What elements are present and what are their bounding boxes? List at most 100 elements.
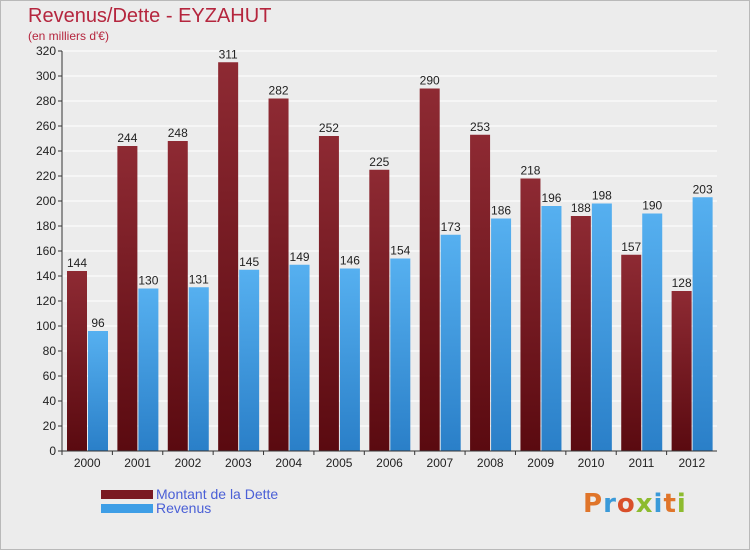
bar-dette xyxy=(67,271,87,451)
data-label: 186 xyxy=(491,204,511,218)
bar-dette xyxy=(369,169,390,451)
y-tick-label: 60 xyxy=(43,369,57,383)
data-label: 96 xyxy=(91,316,105,330)
brand-letter: r xyxy=(603,489,617,519)
bar-dette xyxy=(218,62,239,451)
legend-swatch-revenus xyxy=(101,503,153,513)
data-label: 149 xyxy=(290,250,310,264)
data-label: 128 xyxy=(672,276,692,290)
data-label: 282 xyxy=(269,84,289,98)
data-label: 154 xyxy=(390,244,410,258)
x-tick-label: 2012 xyxy=(678,456,705,470)
legend-item-dette: Montant de la Dette xyxy=(101,486,279,502)
bar-dette xyxy=(520,178,541,451)
data-label: 290 xyxy=(420,74,440,88)
bar-revenus xyxy=(88,331,108,451)
y-tick-label: 40 xyxy=(43,394,57,408)
y-tick-label: 300 xyxy=(36,69,56,83)
data-label: 157 xyxy=(621,240,641,254)
data-label: 173 xyxy=(441,220,461,234)
y-tick-label: 100 xyxy=(36,319,56,333)
x-tick-label: 2009 xyxy=(527,456,554,470)
brand-letter: i xyxy=(653,489,664,519)
bar-dette xyxy=(621,254,642,451)
y-tick-label: 220 xyxy=(36,169,56,183)
data-label: 188 xyxy=(571,201,591,215)
bar-dette xyxy=(419,88,440,451)
data-label: 198 xyxy=(592,189,612,203)
bar-revenus xyxy=(188,287,209,451)
bar-revenus xyxy=(491,218,512,451)
bar-revenus xyxy=(440,234,461,451)
x-tick-label: 2011 xyxy=(629,456,655,470)
data-label: 145 xyxy=(239,255,259,269)
data-label: 190 xyxy=(642,199,662,213)
bar-dette xyxy=(570,216,591,451)
brand-letter: t xyxy=(663,489,677,519)
x-tick-label: 2003 xyxy=(225,456,252,470)
y-tick-label: 280 xyxy=(36,94,56,108)
y-tick-label: 320 xyxy=(36,44,56,58)
bar-revenus xyxy=(390,258,411,451)
x-tick-label: 2006 xyxy=(376,456,403,470)
x-tick-label: 2005 xyxy=(326,456,353,470)
y-tick-label: 0 xyxy=(49,444,56,458)
x-tick-label: 2002 xyxy=(175,456,202,470)
data-label: 218 xyxy=(520,164,540,178)
x-axis: 2000 2001 2002 2003 2004 2005 2006 2007 2008 2009… xyxy=(61,450,717,470)
data-label: 144 xyxy=(67,256,87,270)
y-tick-label: 160 xyxy=(36,244,56,258)
bar-dette xyxy=(470,134,491,451)
bar-revenus xyxy=(591,203,612,451)
brand-letter: i xyxy=(676,489,687,519)
data-label: 311 xyxy=(219,47,238,61)
x-tick-label: 2008 xyxy=(477,456,504,470)
data-label: 203 xyxy=(693,182,713,196)
bar-revenus xyxy=(289,264,310,451)
data-label: 225 xyxy=(369,155,389,169)
bar-dette xyxy=(167,141,188,451)
x-tick-label: 2007 xyxy=(427,456,454,470)
brand-logo: Proxiti xyxy=(583,489,687,519)
chart-title: Revenus/Dette - EYZAHUT xyxy=(28,5,272,27)
y-tick-label: 200 xyxy=(36,194,56,208)
y-tick-label: 20 xyxy=(43,419,57,433)
data-label: 130 xyxy=(138,274,158,288)
bar-dette xyxy=(318,136,339,451)
bars xyxy=(67,62,713,451)
x-tick-label: 2004 xyxy=(275,456,302,470)
data-label: 196 xyxy=(541,191,561,205)
legend-swatch-dette xyxy=(101,489,153,499)
data-label: 244 xyxy=(117,131,137,145)
x-tick-label: 2001 xyxy=(124,456,151,470)
data-label: 146 xyxy=(340,254,360,268)
bar-dette xyxy=(268,98,289,451)
y-axis: 0 20 40 60 80 100 120 140 160 180 200 220 240 260 280 3… xyxy=(36,44,63,458)
brand-letter: x xyxy=(635,489,654,519)
x-tick-label: 2010 xyxy=(578,456,605,470)
bar-revenus xyxy=(339,268,360,451)
bar-revenus xyxy=(642,213,663,451)
data-labels: 144 96 244 130 248 131 311 145 282 149 252 146 225 15… xyxy=(67,47,713,330)
data-label: 253 xyxy=(470,120,490,134)
legend-label-dette: Montant de la Dette xyxy=(156,486,279,502)
brand-letter: o xyxy=(616,489,636,519)
data-label: 248 xyxy=(168,126,188,140)
y-tick-label: 260 xyxy=(36,119,56,133)
y-tick-label: 140 xyxy=(36,269,56,283)
bar-revenus xyxy=(239,269,260,451)
legend-label-revenus: Revenus xyxy=(156,500,212,516)
bar-dette xyxy=(117,146,138,451)
data-label: 252 xyxy=(319,121,339,135)
y-tick-label: 80 xyxy=(43,344,57,358)
y-tick-label: 120 xyxy=(36,294,56,308)
brand-letter: P xyxy=(583,489,604,519)
x-tick-label: 2000 xyxy=(74,456,101,470)
data-label: 131 xyxy=(189,272,209,286)
legend: Montant de la Dette Revenus xyxy=(101,486,279,516)
bar-dette xyxy=(671,291,692,451)
y-tick-label: 180 xyxy=(36,219,56,233)
bar-revenus xyxy=(692,197,713,451)
